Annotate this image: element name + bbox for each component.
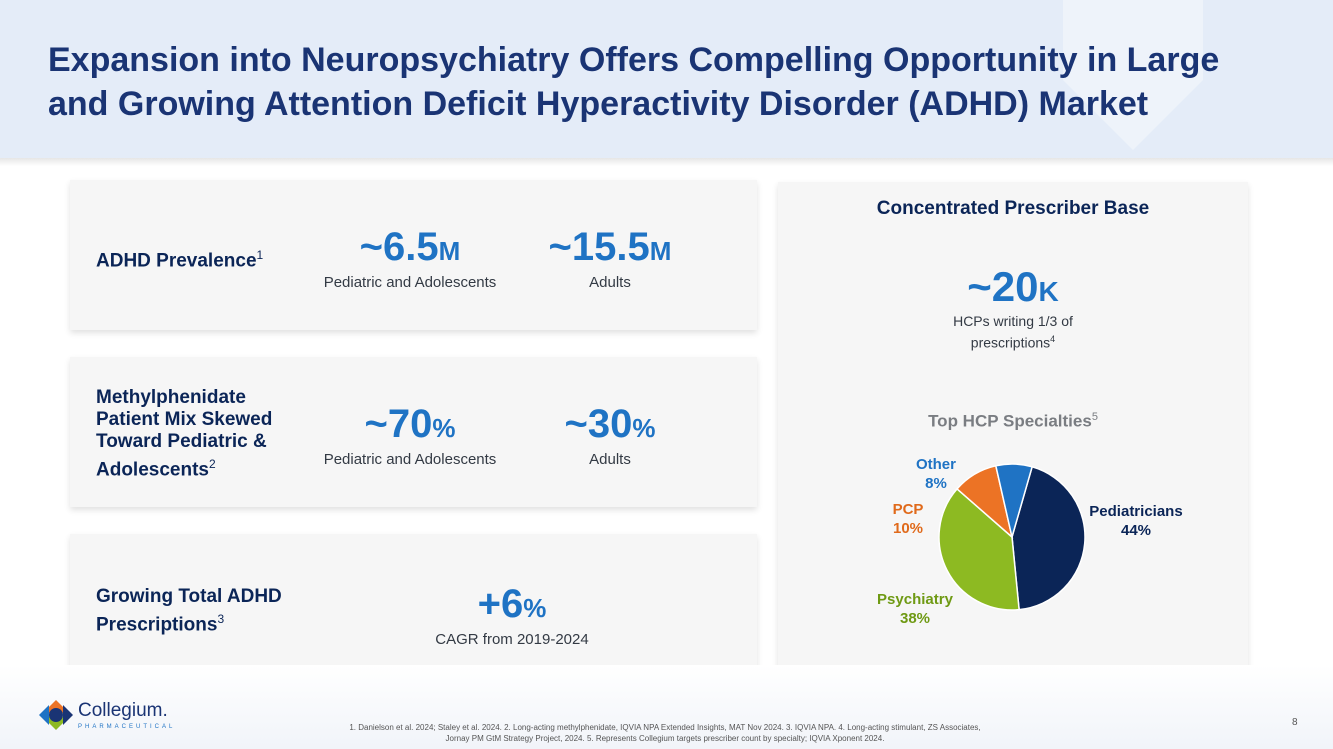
prescriber-caption-line2: prescriptions4 bbox=[778, 330, 1248, 352]
stat-caption: Adults bbox=[589, 451, 631, 468]
stat-number: 6 bbox=[500, 582, 524, 626]
stat-prefix: + bbox=[477, 582, 501, 626]
caption-text: prescriptions bbox=[970, 334, 1051, 351]
stat-unit: % bbox=[432, 413, 456, 443]
stat-prefix: ~ bbox=[967, 263, 992, 310]
label-line: Adolescents bbox=[96, 459, 209, 481]
specialties-title: Top HCP Specialties5 bbox=[778, 411, 1248, 432]
stat-pediatric-prevalence: ~6.5M Pediatric and Adolescents bbox=[320, 225, 500, 292]
pie-label-category: Psychiatry bbox=[877, 591, 953, 608]
footnote-ref: 3 bbox=[217, 612, 225, 626]
pie-label-value: 8% bbox=[925, 475, 947, 492]
specialties-title-text: Top HCP Specialties bbox=[928, 411, 1092, 431]
pie-label-category: Pediatricians bbox=[1089, 503, 1183, 520]
prescriber-value: ~20K bbox=[778, 264, 1248, 315]
pie-label-value: 10% bbox=[892, 520, 924, 537]
pie-label-other: Other 8% bbox=[908, 455, 964, 493]
stat-value: ~6.5M bbox=[320, 225, 500, 273]
footnote-ref: 1 bbox=[256, 248, 264, 262]
stat-value: ~15.5M bbox=[520, 225, 700, 273]
specialties-pie-chart bbox=[938, 463, 1086, 611]
label-line: Toward Pediatric & bbox=[96, 431, 267, 452]
stat-adult-prevalence: ~15.5M Adults bbox=[520, 225, 700, 292]
footnote-line: 1. Danielson et al. 2024; Staley et al. … bbox=[349, 723, 981, 732]
prescriber-title: Concentrated Prescriber Base bbox=[876, 198, 1150, 219]
prescriber-caption-line1: HCPs writing 1/3 of bbox=[953, 313, 1073, 329]
collegium-logo: Collegium. PHARMACEUTICAL bbox=[36, 698, 186, 738]
stat-cagr: +6% CAGR from 2019-2024 bbox=[412, 582, 612, 649]
pie-label-pcp: PCP 10% bbox=[882, 500, 934, 538]
label-line: Patient Mix Skewed bbox=[96, 409, 273, 430]
pie-label-category: PCP bbox=[892, 501, 924, 518]
footer-band bbox=[0, 665, 1333, 749]
stat-unit: % bbox=[523, 593, 547, 623]
stat-pediatric-share: ~70% Pediatric and Adolescents bbox=[320, 402, 500, 469]
stat-prefix: ~ bbox=[359, 225, 384, 269]
footnote-line: Jornay PM GtM Strategy Project, 2024. 5.… bbox=[445, 734, 885, 743]
pie-label-value: 38% bbox=[899, 610, 931, 627]
label-line: Growing Total ADHD bbox=[96, 586, 282, 607]
stat-caption: Pediatric and Adolescents bbox=[323, 451, 497, 468]
stat-caption: Adults bbox=[589, 274, 631, 291]
pie-label-pediatricians: Pediatricians 44% bbox=[1084, 502, 1188, 540]
collegium-logo-icon bbox=[39, 700, 73, 730]
stat-prefix: ~ bbox=[548, 225, 572, 269]
card-total-prescriptions: Growing Total ADHD Prescriptions3 +6% CA… bbox=[70, 534, 757, 685]
stat-value: +6% bbox=[412, 582, 612, 630]
page-title: Expansion into Neuropsychiatry Offers Co… bbox=[48, 41, 1220, 123]
pie-label-category: Other bbox=[915, 456, 956, 473]
decorative-shape bbox=[1063, 0, 1203, 150]
footnotes: 1. Danielson et al. 2024; Staley et al. … bbox=[270, 722, 1060, 744]
label-line: Methylphenidate bbox=[96, 387, 246, 408]
stat-unit: M bbox=[438, 236, 461, 266]
card-label: Methylphenidate Patient Mix Skewed Towar… bbox=[96, 387, 272, 481]
stat-number: 15.5 bbox=[571, 225, 650, 269]
stat-number: 6.5 bbox=[383, 225, 439, 269]
pie-slice-psychiatry bbox=[938, 487, 1020, 611]
logo-wordmark: Collegium. bbox=[78, 700, 168, 721]
pie-slice-other bbox=[994, 463, 1034, 538]
card-label: ADHD Prevalence1 bbox=[96, 244, 263, 272]
card-prescriber-base: Concentrated Prescriber Base ~20K HCPs w… bbox=[778, 182, 1248, 685]
stat-adult-share: ~30% Adults bbox=[520, 402, 700, 469]
footnote-ref: 5 bbox=[1091, 411, 1098, 423]
stat-unit: % bbox=[632, 413, 656, 443]
card-methylphenidate-mix: Methylphenidate Patient Mix Skewed Towar… bbox=[70, 357, 757, 507]
header-band: Expansion into Neuropsychiatry Offers Co… bbox=[0, 0, 1333, 158]
stat-value: ~30% bbox=[520, 402, 700, 450]
header-shadow bbox=[0, 158, 1333, 166]
card-adhd-prevalence: ADHD Prevalence1 ~6.5M Pediatric and Ado… bbox=[70, 180, 757, 330]
pie-label-psychiatry: Psychiatry 38% bbox=[870, 590, 960, 628]
page-number: 8 bbox=[1292, 717, 1298, 728]
stat-number: 20 bbox=[991, 263, 1039, 310]
stat-unit: K bbox=[1038, 276, 1059, 307]
stat-value: ~70% bbox=[320, 402, 500, 450]
stat-prefix: ~ bbox=[564, 402, 588, 446]
label-text: ADHD Prevalence bbox=[96, 250, 257, 272]
label-line: Prescriptions bbox=[96, 614, 218, 636]
stat-number: 30 bbox=[587, 402, 633, 446]
stat-number: 70 bbox=[387, 402, 433, 446]
card-label: Growing Total ADHD Prescriptions3 bbox=[96, 586, 282, 636]
footnote-ref: 4 bbox=[1050, 334, 1056, 344]
stat-caption: CAGR from 2019-2024 bbox=[435, 631, 589, 648]
stat-caption: Pediatric and Adolescents bbox=[323, 274, 497, 291]
footnote-ref: 2 bbox=[208, 457, 216, 471]
stat-prefix: ~ bbox=[364, 402, 388, 446]
pie-slice-pediatricians bbox=[1011, 465, 1086, 611]
logo-subtitle: PHARMACEUTICAL bbox=[78, 724, 176, 730]
pie-label-value: 44% bbox=[1120, 522, 1152, 539]
stat-unit: M bbox=[649, 236, 672, 266]
